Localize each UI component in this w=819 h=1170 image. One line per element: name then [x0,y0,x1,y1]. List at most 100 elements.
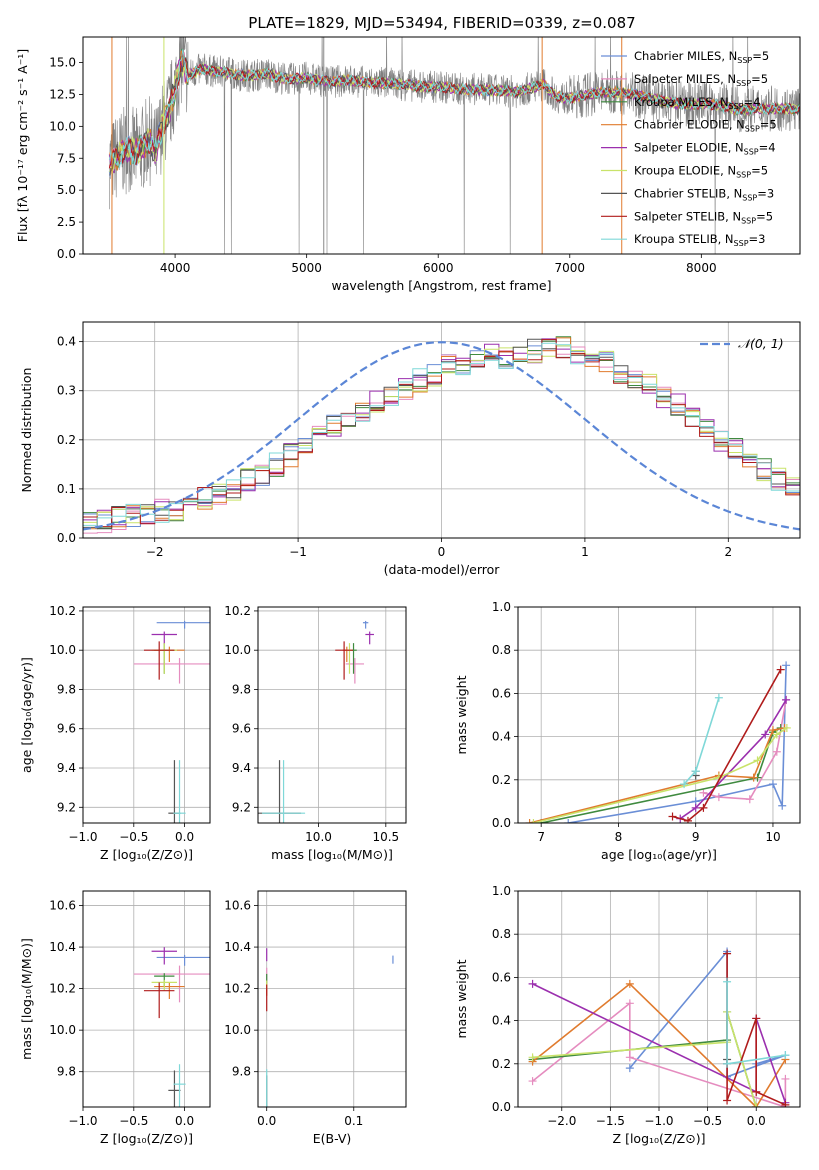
y-tick-label: 10.2 [224,604,251,618]
y-tick-label: 10.0 [49,119,76,133]
x-tick-label: 9 [692,830,700,844]
axes-frame [257,890,407,1108]
weight-marker [723,977,732,986]
x-tick-label: −2 [146,545,164,559]
x-tick-label: 6000 [423,261,454,275]
axes-spectrum: 4000 5000 6000 7000 8000 0.0 2.5 5.0 7.5 10.0 12.5… [15,36,801,293]
y-tick-label: 5.0 [57,183,76,197]
y-tick-label: 0.6 [492,686,511,700]
weight-marker [529,819,538,823]
weight-marker [781,1074,790,1083]
y-tick-label: 9.8 [232,1065,251,1079]
figure-title: PLATE=1829, MJD=53494, FIBERID=0339, z=0… [248,14,635,32]
y-tick-label: 0.0 [57,531,76,545]
x-tick-label: −1.0 [644,1114,673,1128]
y-tick-label: 0.1 [57,482,76,496]
x-tick-label: −0.5 [693,1114,722,1128]
y-tick-label: 2.5 [57,215,76,229]
x-tick-label: 4000 [160,261,191,275]
weight-marker [782,661,791,670]
weight-marker [752,1087,761,1096]
weight-marker [778,801,787,810]
normal-legend-label: 𝒩(0, 1) [738,336,784,351]
x-axis-label: Z [log₁₀(Z/Z⊙)] [100,1131,193,1146]
weight-marker [781,1051,790,1060]
x-tick-label: 2 [724,545,732,559]
errorbar-plot [266,948,394,1107]
weight-line [672,669,782,822]
axes-weight-vs-Z: −2.0 −1.5 −1.0 −0.5 0.0 0.0 0.2 0.4 0.6 0.8 1.0 Z [… [454,884,801,1146]
x-tick-label: −0.5 [119,830,148,844]
weight-marker [528,1077,537,1086]
y-tick-label: 1.0 [492,884,511,898]
weight-marker [781,1100,790,1107]
axes-residuals: −2 −1 0 1 2 0.0 0.1 0.2 0.3 0.4 (data-model)/error… [19,321,801,577]
axes-frame [257,606,407,824]
axes-mass-vs-ebv: 0.0 0.1 9.8 10.0 10.2 10.4 10.6 E(B-V) [224,890,407,1146]
x-tick-label: 0.0 [175,1114,194,1128]
y-tick-label: 0.4 [492,1014,511,1028]
y-tick-label: 9.6 [232,722,251,736]
weight-line [679,699,787,820]
x-tick-label: −1 [289,545,307,559]
weight-marker [699,803,708,812]
axes-frame [517,606,801,824]
x-tick-label: 10.5 [372,830,399,844]
model-spectrum-line [108,49,800,169]
x-tick-label: 5000 [291,261,322,275]
weight-marker [752,1014,761,1023]
weight-marker [564,819,573,823]
x-axis-label: mass [log₁₀(M/M⊙)] [271,847,393,862]
weight-marker [625,1053,634,1062]
weight-plot [525,661,791,823]
weight-line [533,727,788,823]
legend-label: Salpeter MILES, NSSP=5 [634,72,768,88]
y-tick-label: 0.8 [492,927,511,941]
weight-marker [625,1064,634,1073]
weight-line [532,1011,757,1107]
y-tick-label: 10.0 [224,1023,251,1037]
x-axis-label: (data-model)/error [384,562,501,577]
y-tick-label: 9.8 [232,682,251,696]
x-tick-label: 10.0 [305,830,332,844]
y-tick-label: 0.0 [57,247,76,261]
weight-marker [714,793,723,802]
weight-marker [772,747,781,756]
normal-curve-line [83,341,800,531]
weight-marker [625,999,634,1008]
weight-line [683,697,720,785]
legend-label: Chabrier MILES, NSSP=5 [634,49,769,65]
y-tick-label: 10.6 [49,899,76,913]
x-tick-label: 8 [615,830,623,844]
y-tick-label: 10.4 [224,940,251,954]
y-tick-label: 12.5 [49,87,76,101]
weight-marker [723,1096,732,1105]
legend-label: Salpeter ELODIE, NSSP=4 [634,141,776,157]
weight-marker [782,723,791,732]
weight-line [541,727,782,823]
axes-frame [82,321,801,539]
legend-label: Salpeter STELIB, NSSP=5 [634,209,773,225]
weight-marker [699,788,708,797]
axes-age-vs-mass: 10.0 10.5 9.2 9.4 9.6 9.8 10.0 10.2 mass [log₁₀(… [224,604,407,862]
y-tick-label: 9.8 [57,1065,76,1079]
y-tick-label: 0.3 [57,384,76,398]
y-tick-label: 7.5 [57,151,76,165]
y-tick-label: 0.2 [492,1057,511,1071]
weight-marker [752,1103,761,1107]
y-tick-label: 0.2 [57,433,76,447]
weight-marker [782,695,791,704]
y-tick-label: 0.8 [492,643,511,657]
x-axis-label: wavelength [Angstrom, rest frame] [331,278,551,293]
weight-marker [776,665,785,674]
y-tick-label: 10.6 [224,899,251,913]
spectrum-plot [108,37,800,254]
y-axis-label: Flux [fλ 10⁻¹⁷ erg cm⁻² s⁻¹ A⁻¹] [15,49,30,242]
y-tick-label: 0.2 [492,773,511,787]
errorbar-plot [133,620,210,823]
weight-marker [753,756,762,765]
y-tick-label: 9.8 [57,682,76,696]
weight-line [532,1011,757,1107]
weight-marker [768,726,777,735]
errorbar-plot [133,947,210,1107]
